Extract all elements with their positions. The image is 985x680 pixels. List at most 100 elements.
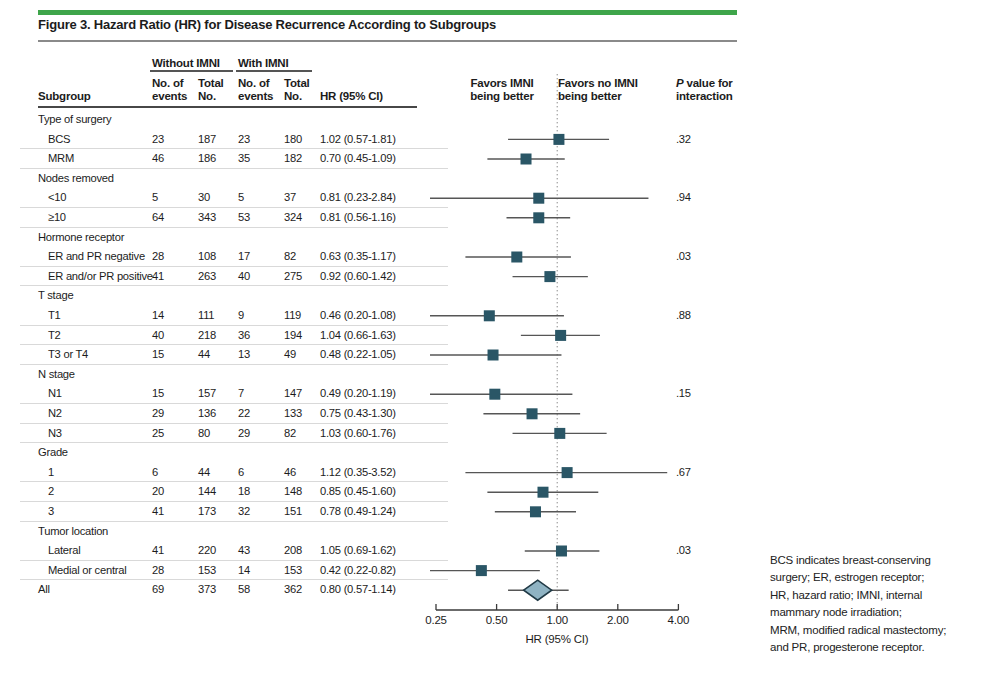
group-label-row: N stage	[0, 365, 985, 385]
subgroup-label: <10	[48, 188, 66, 208]
events-with-imni: 36	[238, 326, 250, 346]
table-row: ER and PR negative2810817820.63 (0.35-1.…	[0, 247, 985, 267]
hr-ci-text: 0.92 (0.60-1.42)	[320, 267, 396, 287]
events-without-imni: 28	[152, 561, 164, 581]
hr-ci-text: 1.05 (0.69-1.62)	[320, 541, 396, 561]
total-with-imni: 151	[284, 502, 302, 522]
events-with-imni: 32	[238, 502, 250, 522]
subgroup-label: 3	[48, 502, 54, 522]
table-row: ≥1064343533240.81 (0.56-1.16)	[0, 208, 985, 228]
group-label-row: Type of surgery	[0, 110, 985, 130]
table-row: 341173321510.78 (0.49-1.24)	[0, 502, 985, 522]
events-with-imni: 58	[238, 580, 250, 600]
p-value: .94	[676, 188, 691, 208]
subgroup-label: MRM	[48, 149, 74, 169]
total-without-imni: 343	[198, 208, 216, 228]
subgroup-label: N3	[48, 424, 62, 444]
table-row: BCS23187231801.02 (0.57-1.81).32	[0, 130, 985, 150]
total-with-imni: 148	[284, 482, 302, 502]
total-without-imni: 173	[198, 502, 216, 522]
figure-3-forest-plot: Figure 3. Hazard Ratio (HR) for Disease …	[0, 0, 985, 680]
subgroup-label: T2	[48, 326, 61, 346]
hr-ci-text: 1.03 (0.60-1.76)	[320, 424, 396, 444]
events-without-imni: 6	[152, 463, 158, 483]
events-with-imni: 35	[238, 149, 250, 169]
total-with-imni: 49	[284, 345, 296, 365]
table-row: N3258029821.03 (0.60-1.76)	[0, 424, 985, 444]
group-label: Nodes removed	[38, 169, 114, 189]
subgroup-label: 1	[48, 463, 54, 483]
total-without-imni: 108	[198, 247, 216, 267]
hr-ci-text: 0.80 (0.57-1.14)	[320, 580, 396, 600]
events-with-imni: 18	[238, 482, 250, 502]
events-with-imni: 14	[238, 561, 250, 581]
total-with-imni: 182	[284, 149, 302, 169]
group-label-row: T stage	[0, 286, 985, 306]
subgroup-label: ER and/or PR positive	[48, 267, 153, 287]
group-label: Hormone receptor	[38, 228, 124, 248]
subgroup-label: ER and PR negative	[48, 247, 145, 267]
events-without-imni: 5	[152, 188, 158, 208]
table-row: 220144181480.85 (0.45-1.60)	[0, 482, 985, 502]
events-with-imni: 7	[238, 384, 244, 404]
total-without-imni: 136	[198, 404, 216, 424]
events-with-imni: 23	[238, 130, 250, 150]
footnote-line: BCS indicates breast-conserving	[770, 552, 982, 569]
x-tick-label: 0.50	[477, 614, 517, 626]
table-row: T240218361941.04 (0.66-1.63)	[0, 326, 985, 346]
hr-ci-text: 1.04 (0.66-1.63)	[320, 326, 396, 346]
events-without-imni: 15	[152, 384, 164, 404]
events-with-imni: 53	[238, 208, 250, 228]
events-without-imni: 41	[152, 267, 164, 287]
events-with-imni: 22	[238, 404, 250, 424]
p-value: .03	[676, 541, 691, 561]
events-without-imni: 41	[152, 541, 164, 561]
hr-ci-text: 0.70 (0.45-1.09)	[320, 149, 396, 169]
subgroup-label: T1	[48, 306, 61, 326]
total-with-imni: 37	[284, 188, 296, 208]
events-without-imni: 23	[152, 130, 164, 150]
events-without-imni: 29	[152, 404, 164, 424]
subgroup-label: T3 or T4	[48, 345, 88, 365]
events-with-imni: 29	[238, 424, 250, 444]
table-row: <105305370.81 (0.23-2.84).94	[0, 188, 985, 208]
p-value: .67	[676, 463, 691, 483]
total-without-imni: 144	[198, 482, 216, 502]
total-without-imni: 187	[198, 130, 216, 150]
total-with-imni: 133	[284, 404, 302, 424]
events-with-imni: 13	[238, 345, 250, 365]
total-with-imni: 119	[284, 306, 301, 326]
total-with-imni: 46	[284, 463, 296, 483]
total-without-imni: 218	[198, 326, 216, 346]
table-row: MRM46186351820.70 (0.45-1.09)	[0, 149, 985, 169]
table-row: N11515771470.49 (0.20-1.19).15	[0, 384, 985, 404]
hr-ci-text: 0.48 (0.22-1.05)	[320, 345, 396, 365]
events-with-imni: 6	[238, 463, 244, 483]
x-tick-label: 0.25	[416, 614, 456, 626]
total-without-imni: 186	[198, 149, 216, 169]
events-without-imni: 25	[152, 424, 164, 444]
subgroup-label: N1	[48, 384, 62, 404]
p-value: .88	[676, 306, 691, 326]
hr-ci-text: 0.78 (0.49-1.24)	[320, 502, 396, 522]
footnote-line: and PR, progesterone receptor.	[770, 639, 982, 656]
p-value: .03	[676, 247, 691, 267]
total-without-imni: 153	[198, 561, 216, 581]
hr-ci-text: 1.12 (0.35-3.52)	[320, 463, 396, 483]
x-axis-label: HR (95% CI)	[497, 633, 617, 645]
table-row: T11411191190.46 (0.20-1.08).88	[0, 306, 985, 326]
x-tick-label: 4.00	[658, 614, 698, 626]
events-with-imni: 5	[238, 188, 244, 208]
hr-ci-text: 0.75 (0.43-1.30)	[320, 404, 396, 424]
total-with-imni: 82	[284, 247, 296, 267]
hr-ci-text: 0.42 (0.22-0.82)	[320, 561, 396, 581]
subgroup-label: All	[38, 580, 50, 600]
group-label: Tumor location	[38, 522, 108, 542]
subgroup-label: N2	[48, 404, 62, 424]
footnote-line: MRM, modified radical mastectomy;	[770, 622, 982, 639]
events-with-imni: 17	[238, 247, 250, 267]
total-with-imni: 194	[284, 326, 302, 346]
events-without-imni: 15	[152, 345, 164, 365]
subgroup-label: Lateral	[48, 541, 80, 561]
footnote-line: mammary node irradiation;	[770, 604, 982, 621]
